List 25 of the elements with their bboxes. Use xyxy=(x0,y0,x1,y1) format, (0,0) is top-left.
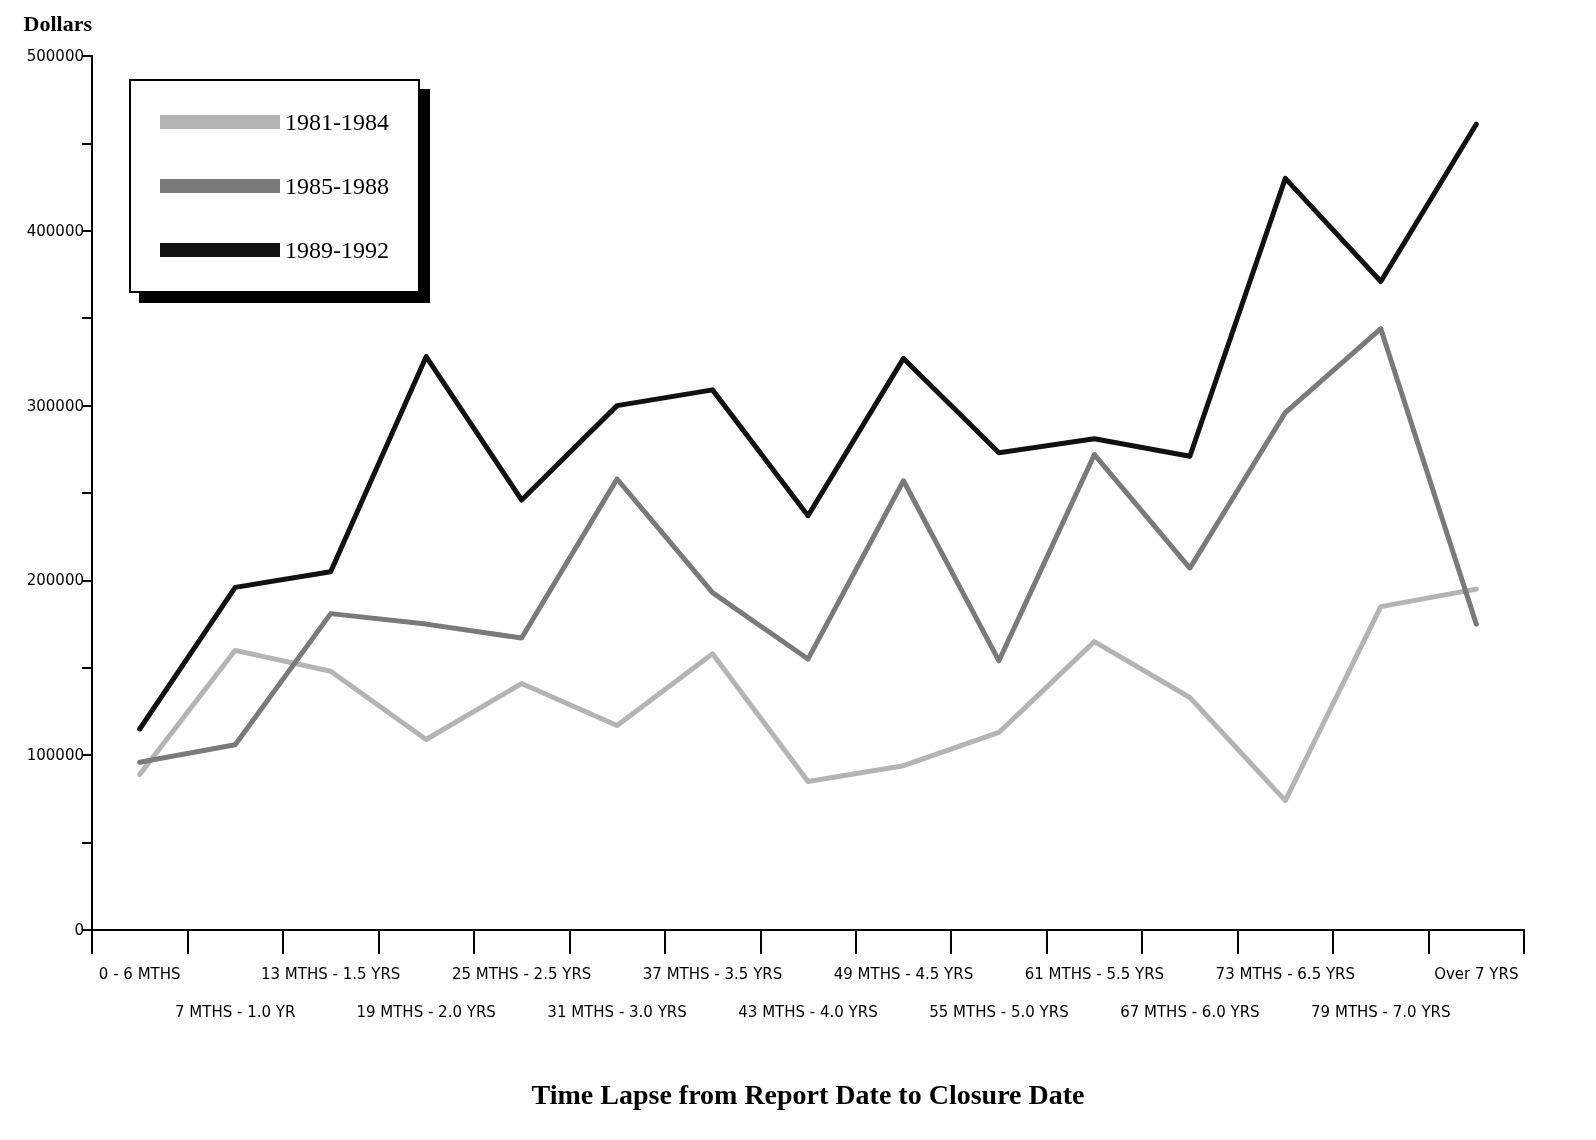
x-tick-label: 19 MTHS - 2.0 YRS xyxy=(356,1002,496,1021)
x-tick-label: 49 MTHS - 4.5 YRS xyxy=(833,964,974,983)
x-tick-label: 73 MTHS - 6.5 YRS xyxy=(1215,964,1356,983)
y-tick-label: 400000 xyxy=(26,221,84,240)
x-tick-label: 79 MTHS - 7.0 YRS xyxy=(1311,1002,1451,1021)
x-tick-label: 61 MTHS - 5.5 YRS xyxy=(1024,964,1165,983)
x-tick-label: 31 MTHS - 3.0 YRS xyxy=(547,1002,687,1021)
legend-label: 1981-1984 xyxy=(285,109,389,135)
x-tick-label: Over 7 YRS xyxy=(1434,964,1519,983)
legend-label: 1985-1988 xyxy=(285,173,389,199)
x-tick-label: 7 MTHS - 1.0 YR xyxy=(175,1002,296,1021)
y-tick-label: 500000 xyxy=(26,47,84,65)
y-tick-label: 200000 xyxy=(26,571,84,590)
x-tick-label: 13 MTHS - 1.5 YRS xyxy=(260,964,401,983)
x-tick-label: 43 MTHS - 4.0 YRS xyxy=(738,1002,878,1021)
x-tick-label: 67 MTHS - 6.0 YRS xyxy=(1120,1002,1260,1021)
y-tick-label: 300000 xyxy=(26,396,84,415)
legend-label: 1989-1992 xyxy=(285,237,389,263)
y-axis-title: Dollars xyxy=(23,10,93,36)
x-tick-label: 55 MTHS - 5.0 YRS xyxy=(929,1002,1069,1021)
y-tick-label: 100000 xyxy=(26,746,84,765)
x-tick-label: 37 MTHS - 3.5 YRS xyxy=(642,964,783,983)
x-tick-label: 25 MTHS - 2.5 YRS xyxy=(451,964,592,983)
x-tick-label: 0 - 6 MTHS xyxy=(98,964,181,983)
x-axis-title: Time Lapse from Report Date to Closure Date xyxy=(531,1078,1085,1110)
